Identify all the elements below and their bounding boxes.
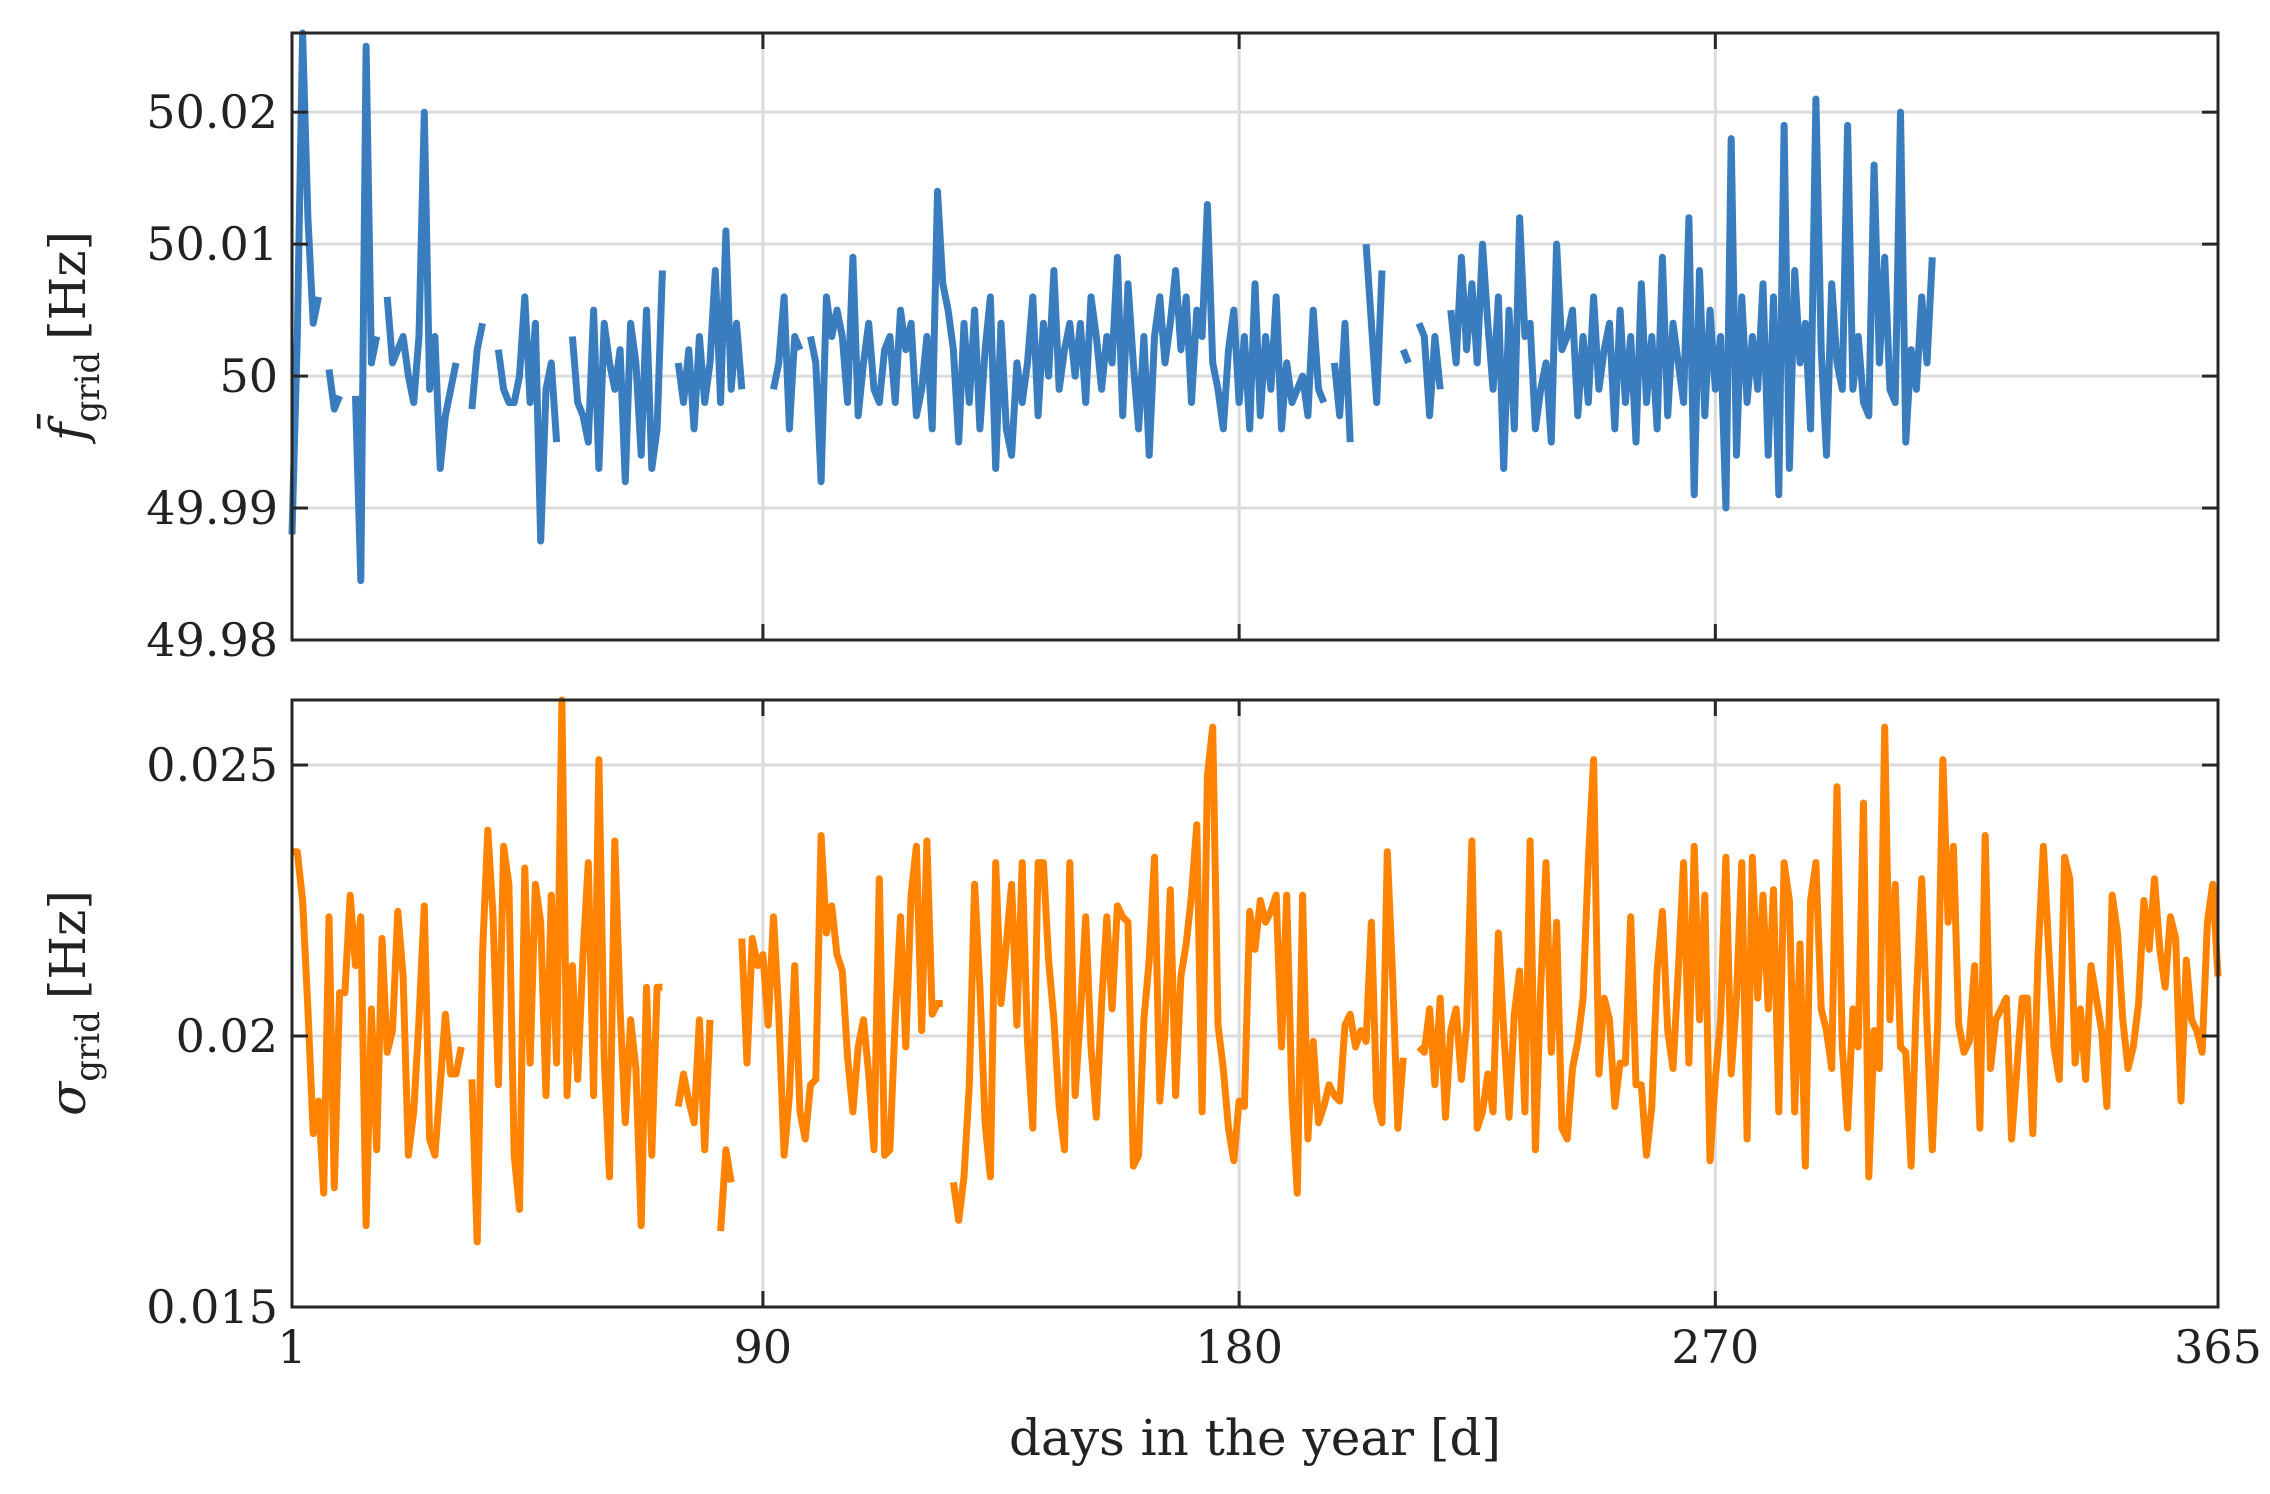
- x-tick-label: 1: [277, 1320, 306, 1374]
- svg-text:f̄grid[Hz]: f̄grid[Hz]: [36, 231, 108, 445]
- top-ylabel-subscript: grid: [68, 352, 108, 423]
- top-ytick-label: 50: [219, 349, 278, 403]
- top-ytick-label: 50.01: [146, 217, 278, 271]
- top-series-segment-5: [494, 293, 561, 545]
- top-ytick-label: 50.02: [146, 85, 278, 139]
- svg-text:σgrid[Hz]: σgrid [Hz]: [39, 890, 108, 1116]
- bottom-ylabel: σgrid [Hz]: [39, 890, 108, 1116]
- bottom-ytick-labels: 0.015 0.02 0.025: [146, 738, 278, 1334]
- bottom-ylabel-unit: [Hz]: [39, 890, 97, 999]
- bottom-series-segment-0: [292, 848, 465, 1230]
- top-series-segment-8: [770, 293, 804, 433]
- top-series: [288, 29, 1936, 585]
- top-ylabel-unit: [Hz]: [39, 231, 97, 340]
- x-tick-label: 90: [734, 1320, 793, 1374]
- top-series-segment-7: [674, 227, 746, 433]
- top-series-segment-4: [468, 322, 486, 410]
- top-series-segment-2: [352, 42, 381, 585]
- bottom-panel: 0.015 0.02 0.025 1 90 180 270 365 σgrid [Hz] da…: [39, 696, 2262, 1467]
- x-axis-title: days in the year [d]: [1009, 1409, 1501, 1467]
- bottom-series: [292, 696, 2222, 1246]
- top-series-segment-11: [1362, 243, 1386, 406]
- top-axes-frame: [290, 31, 2220, 642]
- top-ylabel: f̄grid[Hz]: [36, 231, 108, 445]
- top-ytick-label: 49.98: [146, 613, 278, 667]
- x-tick-label: 365: [2174, 1320, 2262, 1374]
- bottom-series-segment-5: [949, 723, 1407, 1224]
- bottom-series-segment-4: [738, 832, 943, 1159]
- bottom-series-segment-3: [717, 1146, 735, 1232]
- bottom-ticks: [290, 700, 2220, 1309]
- x-tick-label: 180: [1195, 1320, 1283, 1374]
- bottom-series-segment-1: [468, 696, 663, 1246]
- bottom-xtick-labels: 1 90 180 270 365: [277, 1320, 2262, 1374]
- top-series-segment-14: [1447, 95, 1936, 512]
- top-series-segment-3: [383, 108, 460, 472]
- bottom-series-segment-6: [1416, 723, 2222, 1181]
- top-series-segment-12: [1399, 348, 1412, 365]
- bottom-ytick-label: 0.015: [146, 1280, 278, 1334]
- bottom-axes-frame: [290, 698, 2220, 1309]
- bottom-ytick-label: 0.02: [176, 1009, 278, 1063]
- bottom-ylabel-symbol: σ: [39, 1080, 97, 1116]
- top-ytick-label: 49.99: [146, 481, 278, 535]
- top-series-segment-6: [568, 270, 666, 486]
- bottom-ytick-label: 0.025: [146, 738, 278, 792]
- top-ytick-labels: 49.98 49.99 50 50.01 50.02: [146, 85, 278, 667]
- top-ticks: [290, 33, 2220, 642]
- top-series-segment-10: [1330, 319, 1354, 443]
- top-series-segment-1: [325, 369, 343, 413]
- x-tick-label: 270: [1671, 1320, 1759, 1374]
- top-series-segment-13: [1415, 321, 1444, 420]
- bottom-ylabel-subscript: grid: [68, 1011, 108, 1082]
- top-series-segment-9: [807, 187, 1328, 486]
- bottom-series-segment-2: [674, 1016, 714, 1154]
- top-series-segment-0: [288, 29, 322, 535]
